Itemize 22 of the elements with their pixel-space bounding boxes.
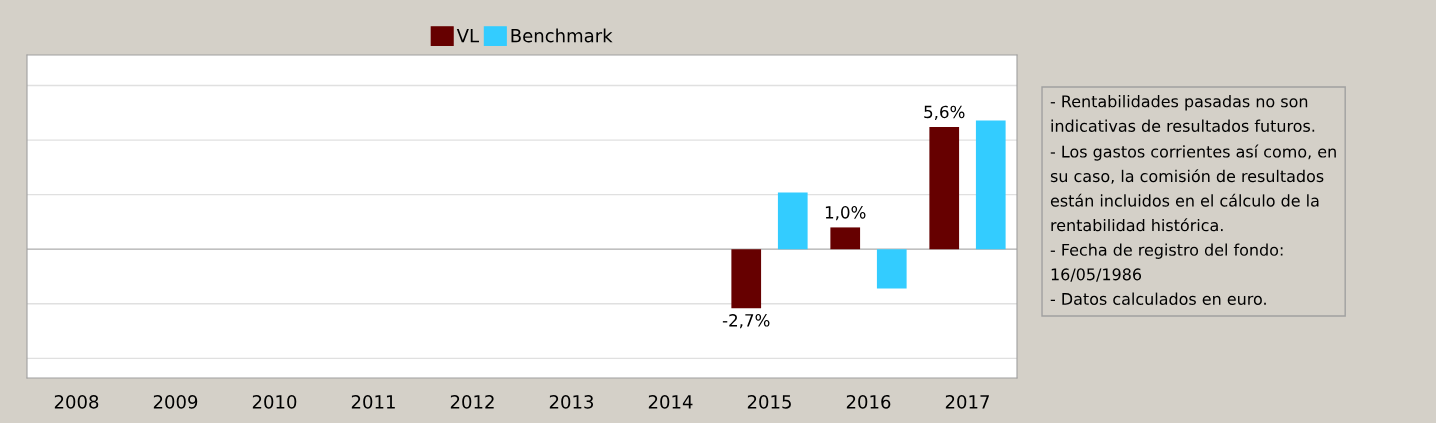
- x-tick-label: 2013: [549, 394, 594, 409]
- data-label: -2,7%: [722, 314, 770, 329]
- x-tick-label: 2017: [945, 394, 989, 409]
- bar: [876, 249, 907, 289]
- x-tick-label: 2016: [846, 394, 891, 409]
- bar: [929, 127, 960, 250]
- legend-label: Benchmark: [511, 28, 613, 43]
- x-tick-label: 2008: [54, 394, 99, 409]
- bar: [975, 120, 1006, 250]
- bar: [830, 227, 861, 250]
- bar: [777, 192, 808, 250]
- x-tick-label: 2009: [153, 394, 198, 409]
- x-tick-label: 2010: [252, 394, 297, 409]
- x-tick-label: 2015: [747, 394, 791, 409]
- data-label: 5,6%: [924, 105, 965, 120]
- legend-label: VL: [456, 29, 479, 43]
- text: - Rentabilidades pasadas no son indicativas de resultados futuros. - Los gastos corrientes así como, en su caso, la comisión de resultados están incluidos en el cálculo de la rentabilidad histórica. - Fecha de registro del fondo: 16/05/1986 - Datos calculados en euro.: [1050, 95, 1336, 305]
- x-tick-label: 2014: [648, 394, 693, 409]
- x-tick-label: 2011: [351, 394, 395, 409]
- x-tick-label: 2012: [450, 394, 494, 409]
- bar: [731, 249, 762, 309]
- data-label: 1,0%: [825, 206, 866, 221]
